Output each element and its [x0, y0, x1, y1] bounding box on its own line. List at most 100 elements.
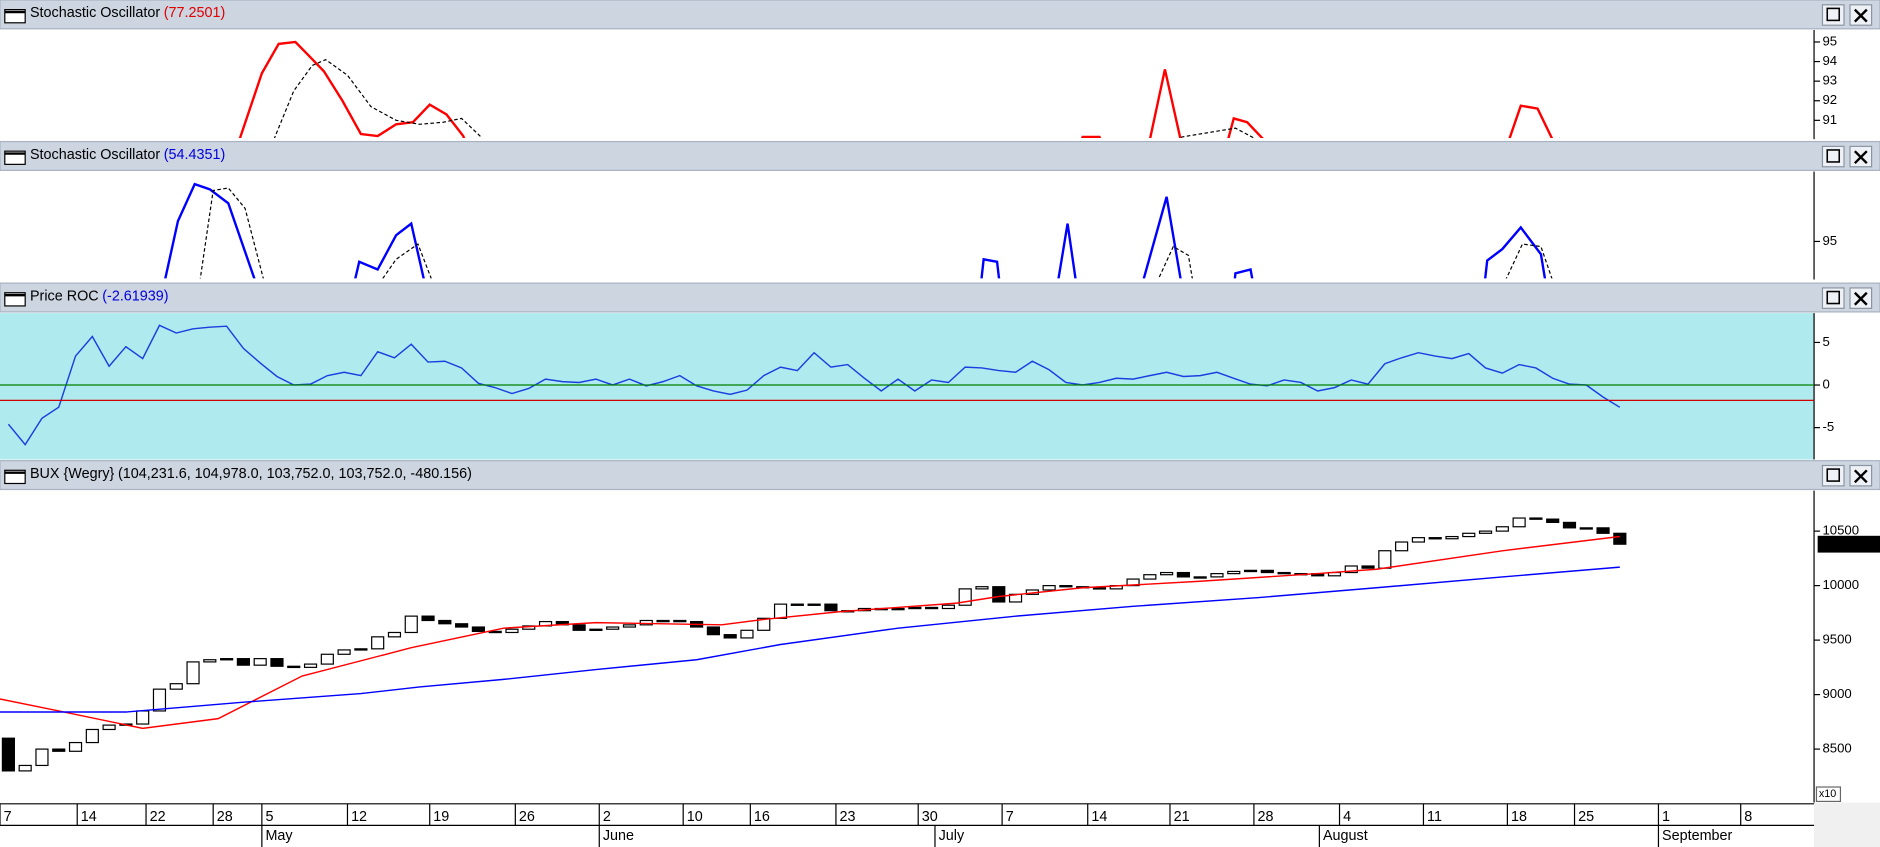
candle	[136, 710, 150, 725]
candle	[1210, 573, 1224, 578]
candle	[404, 615, 418, 634]
candle	[1411, 537, 1426, 543]
candle	[18, 764, 32, 772]
scale-box	[1815, 786, 1842, 803]
candle	[35, 748, 49, 767]
x-tick-label: 25	[1578, 809, 1594, 825]
y-tick-label: 94	[1822, 53, 1837, 68]
candle	[1260, 569, 1274, 574]
x-tick-label: 30	[922, 809, 938, 825]
y-tick-label: 92	[1822, 92, 1837, 107]
candle	[303, 663, 318, 668]
candle	[925, 606, 939, 610]
x-tick-label: 7	[4, 809, 12, 825]
title-text: BUX {Wegry}	[30, 466, 115, 482]
panel-title: Stochastic Oscillator (77.2501)	[30, 5, 225, 21]
candle	[1579, 527, 1593, 530]
x-tick-label: 16	[754, 809, 770, 825]
candle	[1277, 571, 1291, 575]
series-line	[273, 58, 1561, 138]
candle	[1529, 517, 1543, 520]
month-label: June	[603, 828, 634, 844]
candle	[958, 588, 972, 606]
x-tick-label: 28	[217, 809, 233, 825]
candle	[421, 615, 435, 622]
candle	[1378, 550, 1392, 569]
candle	[1462, 532, 1476, 538]
x-tick-label: 14	[81, 809, 97, 825]
candle	[1042, 585, 1056, 591]
candle	[169, 683, 183, 690]
candle	[1344, 565, 1358, 574]
candle	[706, 626, 720, 636]
candle	[488, 630, 502, 634]
x-tick-label: 2	[603, 809, 611, 825]
series-line	[238, 40, 1554, 138]
candle	[371, 636, 385, 650]
candle	[1143, 574, 1157, 580]
candle	[1562, 521, 1577, 529]
last-value-box	[1817, 535, 1880, 553]
candle	[723, 634, 737, 639]
candle	[68, 741, 83, 752]
close-icon	[1853, 8, 1868, 23]
x-tick-label: 19	[433, 809, 449, 825]
candle	[1361, 565, 1375, 569]
y-tick-label: 8500	[1822, 741, 1851, 756]
candle	[975, 586, 989, 590]
month-label: May	[265, 828, 293, 844]
candle	[992, 586, 1006, 603]
candle	[740, 629, 754, 639]
candle	[52, 748, 66, 752]
panel-title: Price ROC (-2.61939)	[30, 288, 169, 304]
candle	[354, 648, 368, 651]
candle	[1227, 570, 1241, 575]
candle	[1546, 518, 1560, 524]
y-tick-label: 10000	[1822, 577, 1859, 592]
candle	[270, 658, 284, 667]
plot-layer	[7, 324, 1621, 446]
candle	[656, 619, 670, 623]
candle	[639, 619, 653, 626]
title-value: (-2.61939)	[102, 288, 168, 304]
month-label: July	[939, 828, 965, 844]
plot-layer	[238, 40, 1561, 138]
x-tick-label: 21	[1174, 809, 1190, 825]
candle	[236, 658, 250, 666]
candle	[1613, 532, 1627, 545]
title-text: Stochastic Oscillator	[30, 5, 160, 21]
axis-area	[1814, 29, 1880, 140]
candle	[203, 659, 217, 663]
title-value: (104,231.6, 104,978.0, 103,752.0, 103,75…	[118, 466, 472, 482]
candle	[1059, 585, 1073, 588]
x-tick-label: 11	[1427, 809, 1442, 825]
x-tick-label: 26	[519, 809, 535, 825]
x-axis-corner	[1814, 802, 1880, 847]
maximize-icon	[1826, 468, 1841, 482]
candle	[1395, 541, 1409, 552]
candle	[941, 604, 955, 610]
y-tick-label: 91	[1822, 112, 1837, 127]
candle	[1243, 569, 1258, 573]
y-tick-label: -5	[1822, 419, 1834, 434]
candle	[1445, 535, 1459, 540]
candle	[589, 628, 603, 632]
candle	[1, 737, 15, 772]
close-icon	[1853, 291, 1868, 306]
plot-area	[0, 171, 1815, 280]
candle	[572, 624, 586, 631]
series-line	[0, 566, 1620, 713]
plot-area	[0, 29, 1815, 140]
title-value: (77.2501)	[164, 5, 226, 21]
candle	[790, 603, 804, 606]
y-tick-label: 93	[1822, 73, 1837, 88]
candle	[438, 619, 452, 625]
candle	[824, 603, 838, 612]
panel-title: BUX {Wegry} (104,231.6, 104,978.0, 103,75…	[30, 466, 472, 482]
candle	[622, 624, 637, 628]
candle	[1512, 517, 1526, 528]
panel-header	[0, 460, 1880, 491]
y-tick-label: 95	[1822, 33, 1837, 48]
candle	[673, 619, 687, 623]
